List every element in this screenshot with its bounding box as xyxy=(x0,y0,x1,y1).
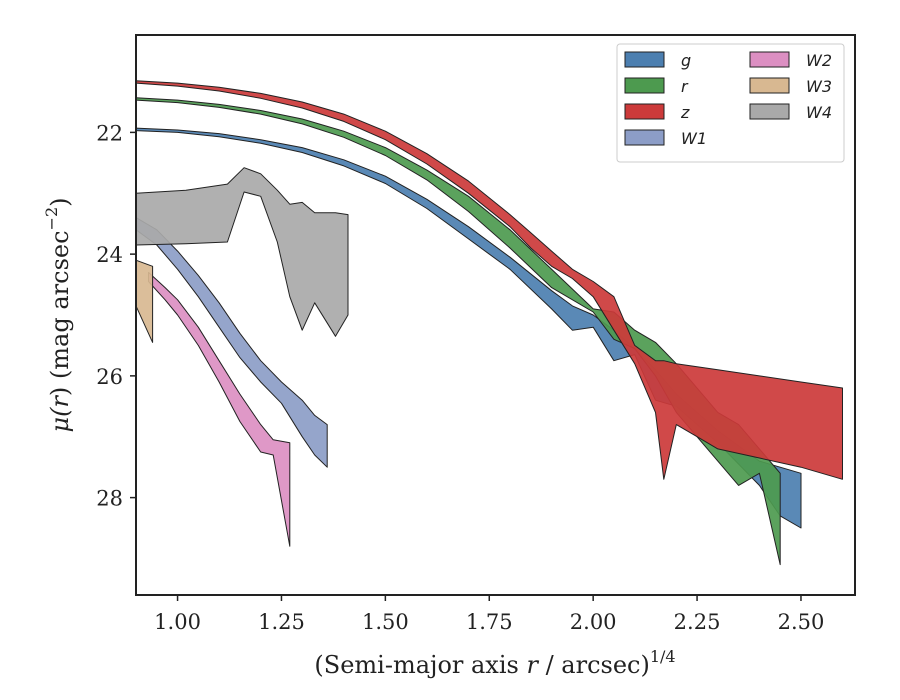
legend-label-w2: W2 xyxy=(806,51,832,70)
band-g xyxy=(136,127,802,529)
legend-label-r: r xyxy=(681,77,689,96)
legend-box xyxy=(616,43,845,163)
legend-label-w1: W1 xyxy=(681,129,707,148)
band-w4 xyxy=(136,167,349,337)
legend-label-z: z xyxy=(680,103,690,122)
legend-label-w3: W3 xyxy=(806,77,832,96)
data-bands xyxy=(136,80,843,566)
x-tick-label: 2.25 xyxy=(674,610,721,634)
legend-swatch-g xyxy=(624,51,665,68)
x-tick-label: 1.75 xyxy=(466,610,513,634)
legend: grz W1 W2 W3 W4 xyxy=(616,43,845,163)
legend-swatch-w4 xyxy=(749,103,790,120)
legend-swatch-w1 xyxy=(624,129,665,146)
legend-swatch-w2 xyxy=(749,51,790,68)
x-axis-label: (Semi-major axis r / arcsec)1/4 xyxy=(314,647,675,679)
band-w3 xyxy=(136,259,154,343)
legend-label-g: g xyxy=(681,51,691,70)
x-tick-label: 1.25 xyxy=(258,610,305,634)
y-axis-ticks: 22 24 26 28 xyxy=(96,121,136,511)
band-r xyxy=(136,97,781,566)
legend-swatch-r xyxy=(624,77,665,94)
y-axis-label: μ(r) (mag arcsec−2) xyxy=(42,197,74,432)
y-tick-label: 24 xyxy=(96,243,123,267)
legend-label-w4: W4 xyxy=(806,103,832,122)
y-tick-label: 28 xyxy=(96,487,123,511)
band-z xyxy=(136,80,843,480)
x-tick-label: 1.50 xyxy=(362,610,409,634)
band-w2 xyxy=(148,271,291,547)
band-w1 xyxy=(136,217,328,468)
y-tick-label: 22 xyxy=(96,121,123,145)
x-tick-label: 2.00 xyxy=(570,610,617,634)
y-tick-label: 26 xyxy=(96,365,123,389)
x-tick-label: 1.00 xyxy=(154,610,201,634)
legend-swatch-z xyxy=(624,103,665,120)
x-tick-label: 2.50 xyxy=(778,610,825,634)
legend-swatch-w3 xyxy=(749,77,790,94)
plot-frame xyxy=(135,34,856,596)
x-axis-ticks: 1.00 1.25 1.50 1.75 2.00 2.25 2.50 xyxy=(154,595,824,634)
